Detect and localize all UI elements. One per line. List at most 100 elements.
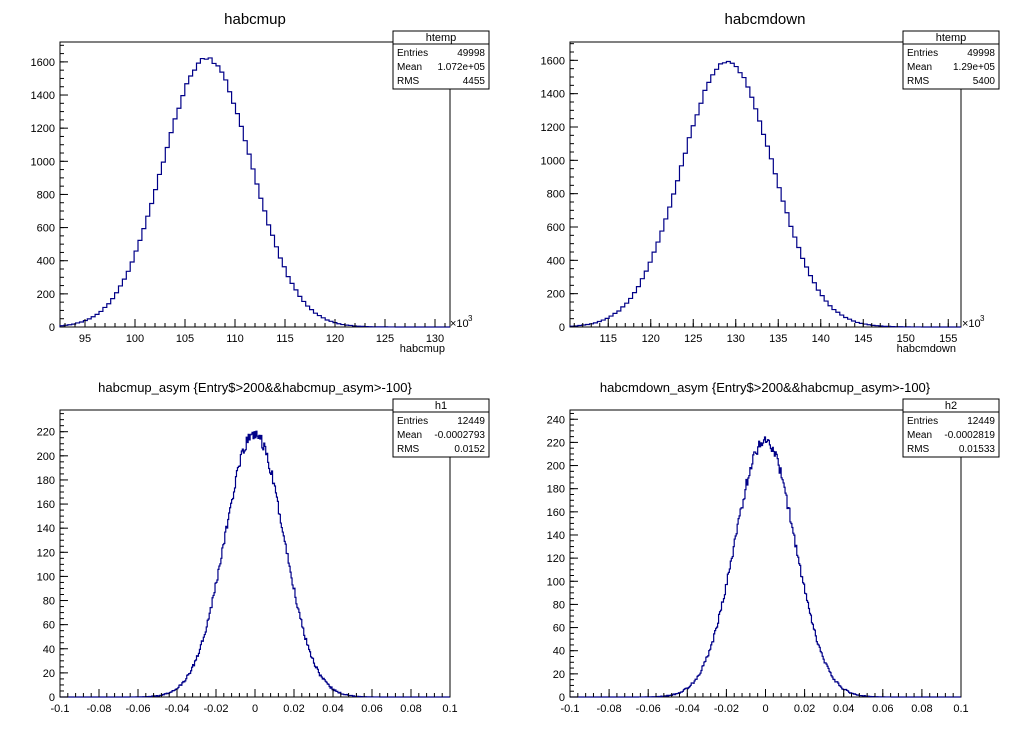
y-tick-label: 0 — [559, 692, 565, 704]
x-tick-label: 0.08 — [400, 703, 421, 715]
stats-rms-value: 5400 — [973, 76, 996, 87]
y-tick-label: 40 — [43, 644, 55, 656]
stats-title: htemp — [426, 32, 457, 44]
y-tick-label: 240 — [547, 414, 565, 426]
x-multiplier-exponent: 3 — [980, 314, 985, 323]
stats-box: htemp Entries 49998 Mean 1.072e+05 RMS 4… — [392, 30, 490, 90]
x-tick-label: 115 — [599, 333, 617, 345]
stats-rms-label: RMS — [397, 444, 420, 455]
chart-title: habcmup_asym {Entry$>200&&habcmup_asym>-… — [98, 380, 412, 395]
y-tick-label: 1000 — [31, 156, 55, 168]
y-tick-label: 40 — [553, 646, 565, 658]
x-tick-label: 135 — [769, 333, 787, 345]
y-tick-label: 180 — [37, 475, 55, 487]
y-tick-label: 400 — [547, 255, 565, 267]
stats-rms-label: RMS — [907, 444, 930, 455]
histogram-line — [59, 57, 450, 328]
stats-entries-label: Entries — [907, 48, 938, 59]
stats-title: htemp — [936, 32, 967, 44]
histogram-plot: 0 20 40 60 80 100 120 140 160 180 200 220 240 -0.1 -0.… — [547, 409, 969, 715]
x-tick-label: 0.04 — [322, 703, 343, 715]
stats-entries-value: 49998 — [967, 48, 995, 59]
x-tick-label: -0.02 — [714, 703, 739, 715]
histogram-plot: 0 200 400 600 800 1000 1200 1400 1600 95 100 105 110… — [31, 41, 451, 345]
plot-frame — [569, 41, 962, 328]
y-tick-label: 1600 — [541, 55, 565, 67]
y-tick-label: 140 — [547, 530, 565, 542]
stats-mean-label: Mean — [907, 62, 932, 73]
x-tick-label: 140 — [812, 333, 830, 345]
x-tick-label: 115 — [276, 333, 294, 345]
x-tick-label: -0.08 — [86, 703, 111, 715]
y-tick-label: 60 — [43, 620, 55, 632]
x-tick-label: 150 — [897, 333, 915, 345]
stats-rms-value: 0.0152 — [454, 444, 485, 455]
stats-entries-label: Entries — [397, 48, 428, 59]
stats-entries-value: 49998 — [457, 48, 485, 59]
x-axis-label: habcmdown — [897, 343, 956, 355]
x-multiplier: ×10 3 — [962, 314, 985, 330]
y-tick-label: 200 — [37, 289, 55, 301]
stats-title: h2 — [945, 400, 957, 412]
stats-mean-value: -0.0002819 — [944, 430, 995, 441]
stats-rms-label: RMS — [907, 76, 930, 87]
stats-mean-label: Mean — [397, 430, 422, 441]
x-tick-label: 0.08 — [911, 703, 932, 715]
y-tick-label: 160 — [37, 499, 55, 511]
y-tick-label: 800 — [547, 189, 565, 201]
histogram-plot: 0 200 400 600 800 1000 1200 1400 1600 115 120 125 13… — [541, 41, 962, 345]
x-tick-label: -0.1 — [561, 703, 580, 715]
y-tick-label: 600 — [37, 223, 55, 235]
y-tick-label: 1400 — [541, 89, 565, 101]
y-tick-label: 600 — [547, 222, 565, 234]
x-tick-label: 125 — [376, 333, 394, 345]
x-tick-label: 145 — [854, 333, 872, 345]
stats-box: htemp Entries 49998 Mean 1.29e+05 RMS 54… — [902, 30, 1000, 90]
y-tick-label: 100 — [37, 571, 55, 583]
stats-entries-value: 12449 — [967, 416, 995, 427]
stats-mean-value: 1.29e+05 — [953, 62, 995, 73]
y-tick-label: 1600 — [31, 57, 55, 69]
y-tick-label: 400 — [37, 256, 55, 268]
y-tick-label: 0 — [559, 322, 565, 334]
x-tick-label: 0 — [762, 703, 768, 715]
stats-rms-label: RMS — [397, 76, 420, 87]
pad-habcmup-asym: habcmup_asym {Entry$>200&&habcmup_asym>-… — [37, 380, 490, 715]
y-tick-label: 120 — [37, 547, 55, 559]
stats-mean-value: 1.072e+05 — [437, 62, 485, 73]
stats-rms-value: 4455 — [463, 76, 486, 87]
stats-mean-value: -0.0002793 — [434, 430, 485, 441]
x-tick-label: 125 — [684, 333, 702, 345]
stats-entries-label: Entries — [397, 416, 428, 427]
x-tick-label: 120 — [642, 333, 660, 345]
x-tick-label: -0.04 — [675, 703, 700, 715]
y-tick-label: 180 — [547, 484, 565, 496]
x-tick-label: -0.1 — [51, 703, 70, 715]
chart-title: habcmdown — [725, 11, 806, 28]
stats-box: h2 Entries 12449 Mean -0.0002819 RMS 0.0… — [902, 398, 1000, 458]
stats-entries-value: 12449 — [457, 416, 485, 427]
y-tick-label: 220 — [547, 437, 565, 449]
x-tick-label: 130 — [727, 333, 745, 345]
y-tick-label: 1200 — [31, 123, 55, 135]
x-tick-label: 0.06 — [361, 703, 382, 715]
x-tick-label: 0.04 — [833, 703, 854, 715]
x-tick-label: 105 — [176, 333, 194, 345]
x-tick-label: 0.02 — [794, 703, 815, 715]
x-tick-label: 0.02 — [283, 703, 304, 715]
x-tick-label: -0.08 — [597, 703, 622, 715]
x-multiplier-label: ×10 — [450, 318, 469, 330]
stats-title: h1 — [435, 400, 447, 412]
chart-title: habcmdown_asym {Entry$>200&&habcmup_asym… — [600, 380, 931, 395]
x-tick-label: 155 — [939, 333, 957, 345]
x-multiplier: ×10 3 — [450, 314, 473, 330]
y-tick-label: 1000 — [541, 155, 565, 167]
y-tick-label: 20 — [553, 669, 565, 681]
stats-mean-label: Mean — [397, 62, 422, 73]
x-tick-label: -0.04 — [164, 703, 189, 715]
plot-frame — [569, 409, 962, 698]
x-tick-label: 95 — [79, 333, 91, 345]
y-tick-label: 140 — [37, 523, 55, 535]
stats-mean-label: Mean — [907, 430, 932, 441]
